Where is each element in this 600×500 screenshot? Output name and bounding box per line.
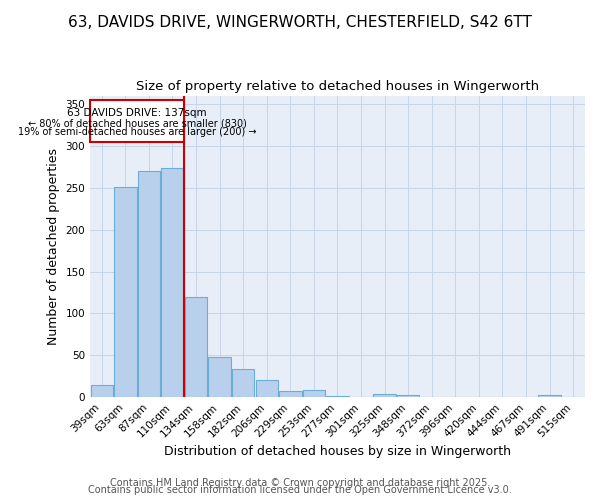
Text: 63 DAVIDS DRIVE: 137sqm: 63 DAVIDS DRIVE: 137sqm — [67, 108, 207, 118]
Text: Contains HM Land Registry data © Crown copyright and database right 2025.: Contains HM Land Registry data © Crown c… — [110, 478, 490, 488]
Bar — [397, 394, 419, 397]
Bar — [185, 296, 207, 397]
Bar — [208, 357, 231, 397]
Text: ← 80% of detached houses are smaller (830): ← 80% of detached houses are smaller (83… — [28, 118, 247, 128]
Text: 63, DAVIDS DRIVE, WINGERWORTH, CHESTERFIELD, S42 6TT: 63, DAVIDS DRIVE, WINGERWORTH, CHESTERFI… — [68, 15, 532, 30]
Bar — [91, 384, 113, 397]
X-axis label: Distribution of detached houses by size in Wingerworth: Distribution of detached houses by size … — [164, 444, 511, 458]
Bar — [373, 394, 396, 397]
Bar — [114, 187, 137, 397]
Text: Contains public sector information licensed under the Open Government Licence v3: Contains public sector information licen… — [88, 485, 512, 495]
Bar — [161, 168, 184, 397]
Bar — [326, 396, 349, 397]
Y-axis label: Number of detached properties: Number of detached properties — [47, 148, 60, 345]
Bar — [256, 380, 278, 397]
FancyBboxPatch shape — [90, 100, 184, 141]
Bar — [538, 394, 561, 397]
Text: 19% of semi-detached houses are larger (200) →: 19% of semi-detached houses are larger (… — [18, 128, 256, 138]
Bar — [279, 390, 302, 397]
Bar — [137, 171, 160, 397]
Bar — [303, 390, 325, 397]
Title: Size of property relative to detached houses in Wingerworth: Size of property relative to detached ho… — [136, 80, 539, 93]
Bar — [232, 368, 254, 397]
